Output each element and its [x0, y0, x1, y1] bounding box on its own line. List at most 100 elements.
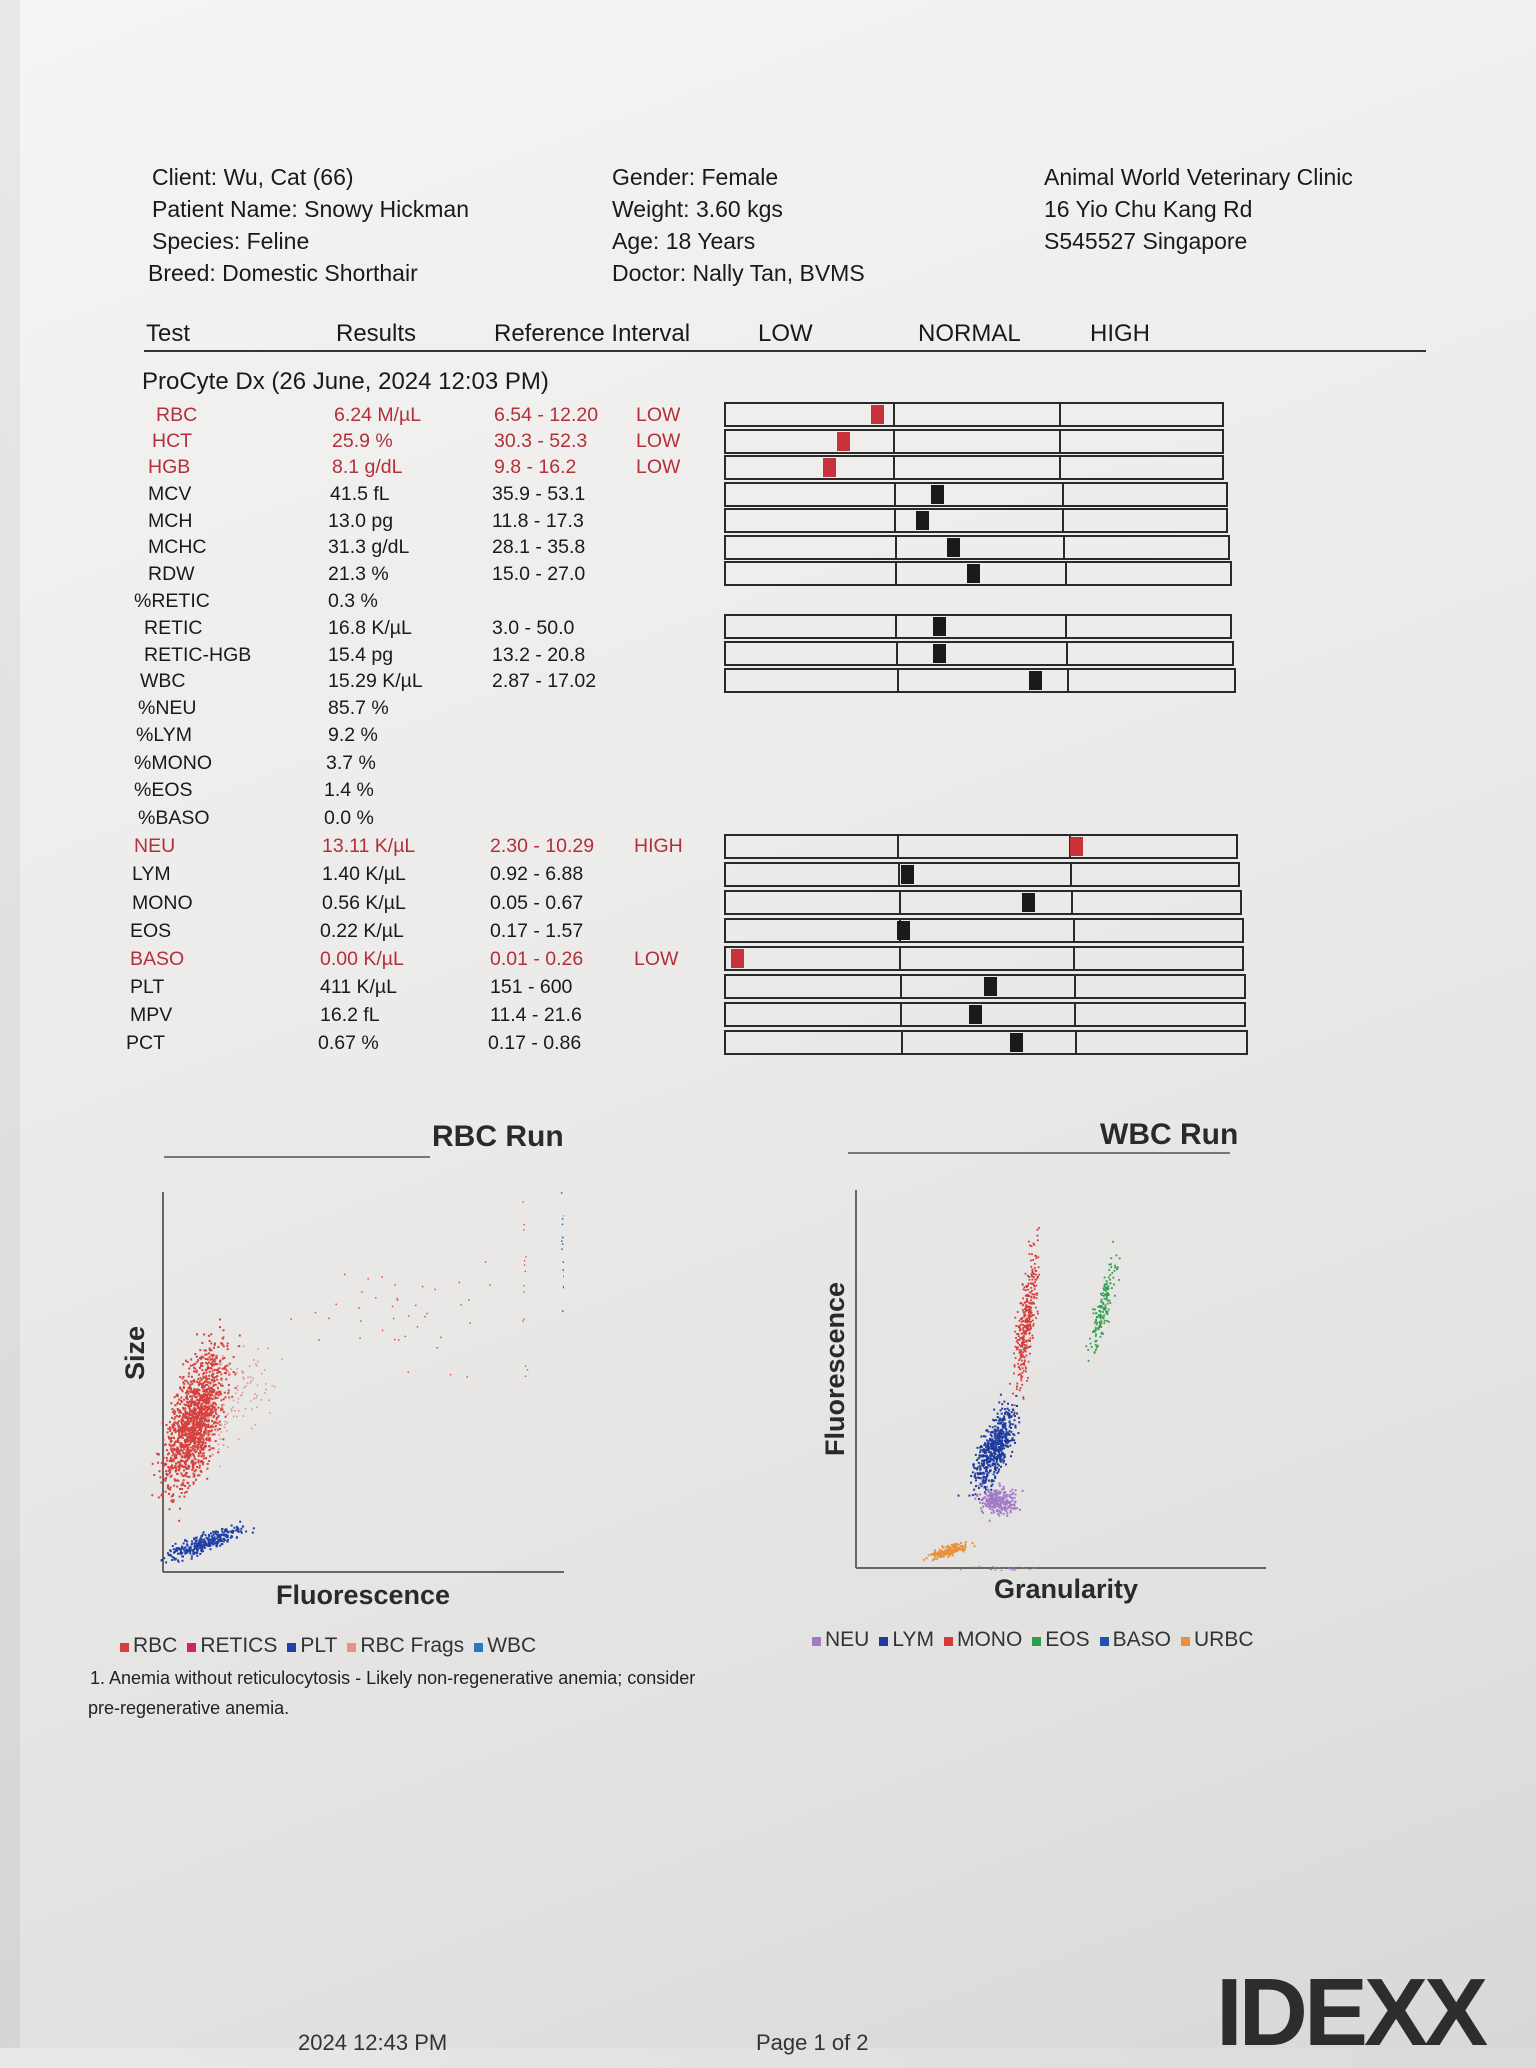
range-divider: [901, 1032, 903, 1053]
scatter-point: [158, 1453, 160, 1455]
scatter-point: [217, 1387, 219, 1389]
rbc-chart-title: RBC Run: [432, 1120, 564, 1154]
scatter-point: [210, 1363, 212, 1365]
scatter-point: [1097, 1306, 1099, 1308]
scatter-point: [1033, 1276, 1035, 1278]
scatter-point: [186, 1549, 188, 1551]
scatter-point: [563, 1269, 565, 1271]
result-marker: [1022, 893, 1035, 912]
scatter-point: [219, 1545, 221, 1547]
scatter-point: [201, 1417, 203, 1419]
scatter-point: [315, 1312, 316, 1313]
scatter-point: [397, 1299, 398, 1300]
scatter-point: [245, 1531, 247, 1533]
scatter-point: [181, 1455, 183, 1457]
test-result: 31.3 g/dL: [328, 536, 409, 559]
doctor-label: Doctor: Nally Tan, BVMS: [612, 257, 865, 289]
scatter-point: [190, 1446, 192, 1448]
legend-swatch: [120, 1643, 129, 1652]
scatter-point: [178, 1420, 180, 1422]
scatter-point: [231, 1532, 233, 1534]
scatter-point: [193, 1552, 195, 1554]
scatter-point: [175, 1467, 177, 1469]
scatter-point: [1098, 1316, 1100, 1318]
legend-item: LYM: [879, 1628, 934, 1651]
scatter-point: [177, 1441, 179, 1443]
test-name: MPV: [130, 1004, 172, 1027]
scatter-point: [222, 1358, 224, 1360]
scatter-point: [173, 1410, 175, 1412]
scatter-point: [167, 1431, 169, 1433]
scatter-point: [1095, 1334, 1097, 1336]
scatter-point: [201, 1455, 203, 1457]
scatter-point: [994, 1467, 996, 1469]
scatter-point: [989, 1520, 991, 1522]
scatter-point: [199, 1452, 201, 1454]
scatter-point: [1110, 1263, 1112, 1265]
scatter-point: [224, 1392, 226, 1394]
scatter-point: [1013, 1504, 1015, 1506]
scatter-point: [163, 1465, 165, 1467]
scatter-point: [1037, 1239, 1039, 1241]
scatter-point: [210, 1349, 212, 1351]
scatter-point: [979, 1456, 981, 1458]
scatter-point: [201, 1541, 203, 1543]
scatter-point: [1012, 1567, 1013, 1568]
scatter-point: [228, 1384, 230, 1386]
scatter-point: [1030, 1287, 1032, 1289]
scatter-point: [256, 1395, 258, 1397]
interpretation-note-line2: pre-regenerative anemia.: [88, 1698, 289, 1719]
scatter-point: [1095, 1329, 1097, 1331]
scatter-point: [177, 1462, 179, 1464]
scatter-point: [188, 1457, 190, 1459]
scatter-point: [199, 1432, 201, 1434]
scatter-point: [209, 1386, 211, 1388]
scatter-point: [184, 1474, 186, 1476]
range-bar: [724, 614, 1232, 639]
scatter-point: [978, 1487, 980, 1489]
age-label: Age: 18 Years: [612, 225, 755, 257]
scatter-point: [1019, 1373, 1021, 1375]
scatter-point: [1022, 1329, 1024, 1331]
scatter-point: [981, 1460, 983, 1462]
scatter-point: [1019, 1509, 1021, 1511]
scatter-point: [208, 1534, 210, 1536]
scatter-point: [947, 1553, 949, 1555]
scatter-point: [975, 1485, 977, 1487]
scatter-point: [211, 1367, 213, 1369]
scatter-point: [561, 1240, 563, 1242]
scatter-point: [964, 1544, 966, 1546]
scatter-point: [208, 1378, 210, 1380]
scatter-point: [209, 1449, 211, 1451]
scatter-point: [1035, 1293, 1037, 1295]
test-range: 0.05 - 0.67: [490, 892, 583, 915]
scatter-point: [923, 1559, 925, 1561]
scatter-point: [1009, 1383, 1011, 1385]
scatter-point: [163, 1557, 165, 1559]
scatter-point: [223, 1398, 225, 1400]
scatter-point: [182, 1450, 184, 1452]
scatter-point: [215, 1384, 217, 1386]
scatter-point: [165, 1470, 167, 1472]
scatter-point: [201, 1538, 203, 1540]
scatter-point: [205, 1445, 207, 1447]
scatter-point: [211, 1420, 213, 1422]
scatter-point: [1021, 1321, 1023, 1323]
scatter-point: [1004, 1408, 1006, 1410]
legend-item: URBC: [1181, 1628, 1254, 1651]
scatter-point: [217, 1407, 219, 1409]
scatter-point: [985, 1446, 987, 1448]
legend-item: RBC Frags: [347, 1634, 464, 1657]
range-divider: [897, 836, 899, 857]
scatter-point: [215, 1440, 217, 1442]
range-divider: [893, 431, 895, 452]
test-flag: LOW: [636, 456, 680, 479]
range-divider: [893, 457, 895, 478]
scatter-point: [171, 1559, 173, 1561]
scatter-point: [561, 1248, 563, 1250]
legend-item: EOS: [1032, 1628, 1089, 1651]
scatter-point: [1007, 1403, 1009, 1405]
scatter-point: [1025, 1371, 1027, 1373]
scatter-point: [204, 1381, 206, 1383]
scatter-point: [175, 1470, 177, 1472]
